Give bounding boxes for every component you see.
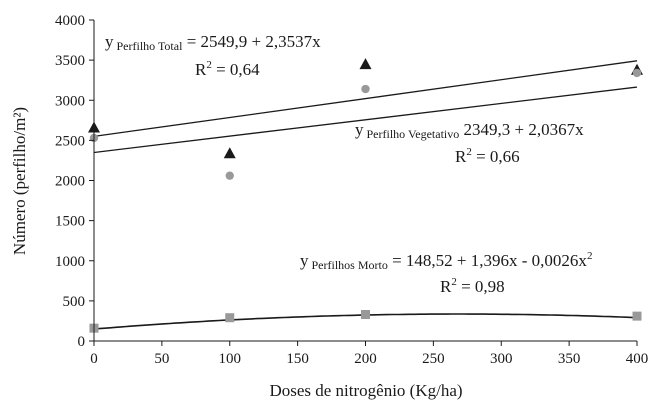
equation-morto: y Perfilhos Morto = 148,52 + 1,396x - 0,0… [300,250,592,272]
point-triangle [359,58,372,70]
y-axis-title: Número (perfilho/m²) [10,107,29,255]
x-tick-label: 150 [286,351,309,367]
y-tick-label: 2500 [55,133,85,149]
x-tick-label: 50 [154,351,169,367]
equation-vegetativo: y Perfilho Vegetativo 2349,3 + 2,0367x [355,120,584,141]
x-tick-label: 100 [219,351,242,367]
y-tick-label: 3500 [55,53,85,69]
point-square [361,310,370,320]
r2-morto: R2 = 0,98 [440,276,505,296]
x-tick-label: 400 [626,351,649,367]
fit-lines [93,60,638,330]
x-tick-label: 250 [422,351,445,367]
r2-total: R2 = 0,64 [195,59,260,79]
y-tick-label: 500 [63,294,86,310]
y-tick-label: 1000 [55,254,85,270]
point-triangle [223,147,236,159]
point-square [632,311,642,321]
point-square [225,313,235,323]
y-tick-label: 4000 [55,13,85,29]
fit-line-linear [93,86,638,154]
r2-vegetativo: R2 = 0,66 [455,146,520,166]
fit-line-linear [93,60,638,138]
point-circle [632,68,642,78]
point-circle [225,171,234,180]
point-circle [361,84,370,94]
y-tick-label: 3000 [55,93,85,109]
y-tick-label: 0 [78,334,86,350]
x-tick-label: 200 [354,351,377,367]
data-points [88,58,643,333]
x-tick-label: 0 [90,351,98,367]
ticks: 0 500 1000 1500 2000 2500 3000 3500 4000 0 50 100 15… [55,13,648,367]
x-axis-title: Doses de nitrogênio (Kg/ha) [269,381,462,400]
x-tick-label: 300 [490,351,513,367]
x-tick-label: 350 [558,351,581,367]
equation-total: y Perfilho Total = 2549,9 + 2,3537x [105,32,321,53]
y-tick-label: 1500 [55,214,85,230]
y-tick-label: 2000 [55,174,85,190]
